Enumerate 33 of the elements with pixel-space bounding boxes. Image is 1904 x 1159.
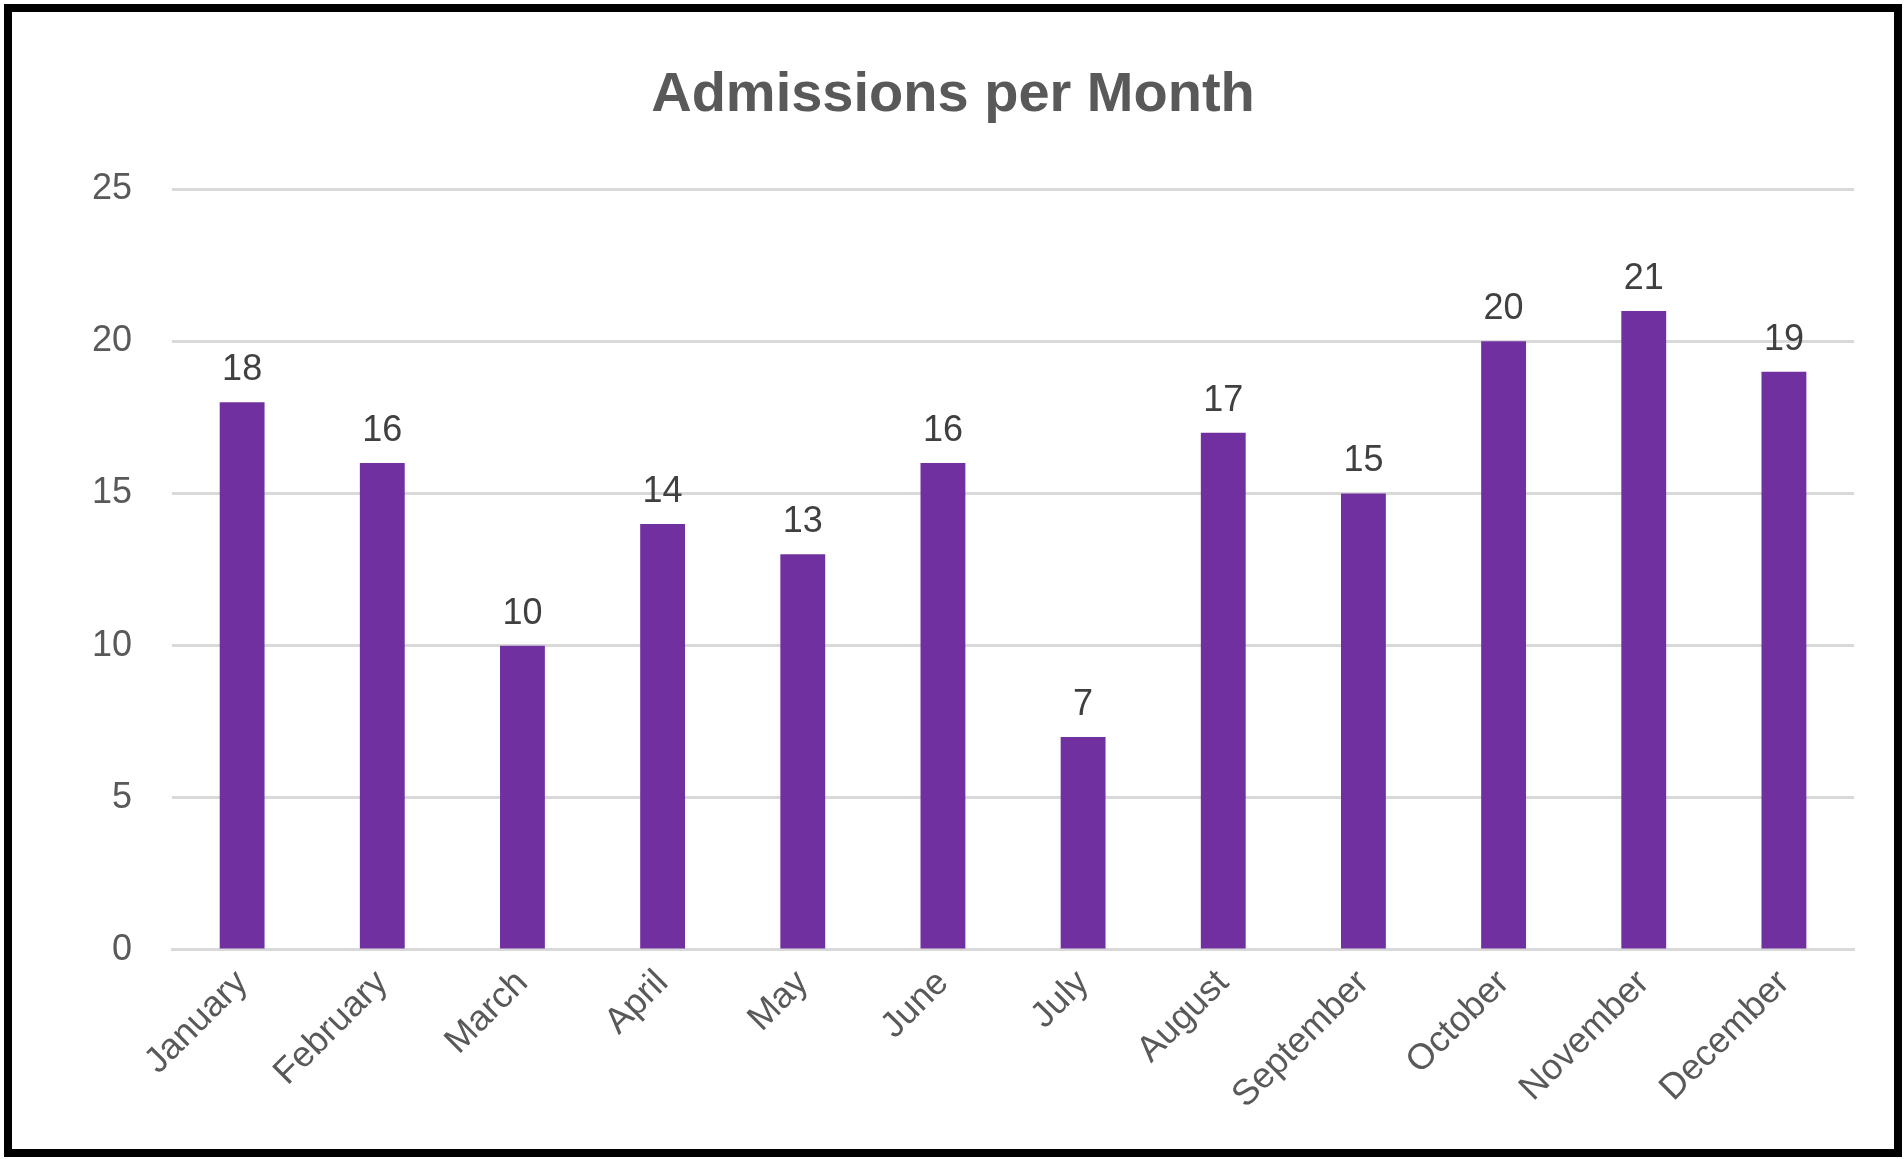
bar [500, 645, 545, 949]
bar [1481, 341, 1527, 949]
data-label: 16 [922, 407, 963, 449]
bar [1060, 736, 1106, 949]
y-tick-label: 10 [92, 622, 133, 664]
data-label: 14 [642, 468, 683, 510]
y-tick-label: 20 [92, 318, 133, 360]
bar [920, 463, 966, 949]
chart-title: Admissions per Month [651, 60, 1255, 124]
bar [640, 523, 686, 949]
data-label: 7 [1073, 681, 1094, 723]
data-label: 10 [502, 590, 543, 632]
bar [1341, 493, 1386, 949]
bar [1200, 432, 1246, 949]
bar [1761, 371, 1807, 949]
bar [219, 402, 265, 949]
y-tick-label: 0 [112, 926, 133, 968]
bar [780, 554, 826, 949]
data-label: 20 [1483, 286, 1524, 328]
data-label: 19 [1763, 316, 1804, 358]
y-tick-label: 15 [92, 470, 133, 512]
data-label: 13 [782, 499, 823, 541]
data-label: 16 [362, 407, 403, 449]
data-label: 17 [1203, 377, 1244, 419]
data-label: 15 [1343, 438, 1384, 480]
y-tick-label: 25 [92, 166, 133, 208]
data-label: 18 [222, 347, 263, 389]
x-tick-label: July [1021, 960, 1096, 1036]
data-label: 21 [1623, 255, 1664, 297]
bar [359, 463, 405, 949]
y-tick-label: 5 [112, 774, 133, 816]
x-tick-label: May [738, 960, 816, 1038]
bar [1621, 310, 1667, 949]
